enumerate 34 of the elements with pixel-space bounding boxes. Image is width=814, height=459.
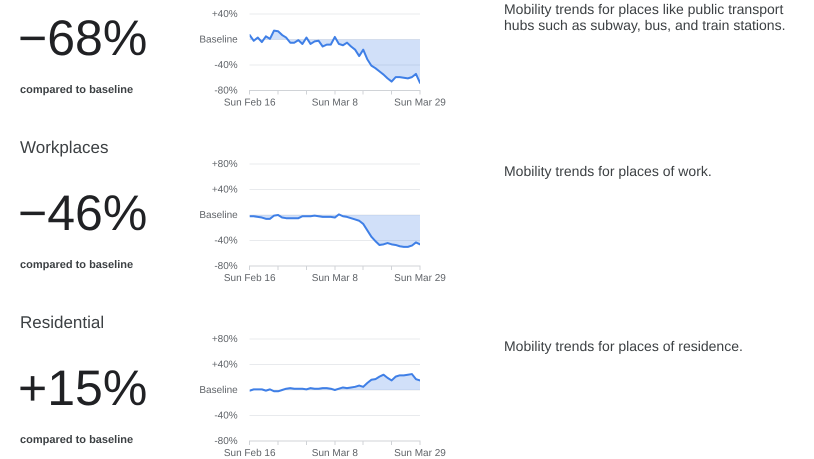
y-tick-label: -40% xyxy=(214,60,238,71)
y-tick-label: +40% xyxy=(212,358,238,370)
y-tick-label: +80% xyxy=(212,158,238,170)
y-tick-label: Baseline xyxy=(199,384,238,396)
x-tick-label: Sun Feb 16 xyxy=(224,272,276,284)
text: compared to baseline xyxy=(20,432,134,446)
y-tick-label: -40% xyxy=(214,234,238,246)
text: compared to baseline xyxy=(20,82,134,96)
x-tick-label: Sun Mar 29 xyxy=(394,97,446,108)
text: Mobility trends for places like public transport hubs such as subway, bus, and train stations. xyxy=(504,1,786,33)
text: Residential xyxy=(20,313,104,333)
x-tick-label: Sun Mar 29 xyxy=(394,272,446,284)
y-tick-label: Baseline xyxy=(199,209,238,220)
y-tick-label: -80% xyxy=(214,85,238,96)
text: −68% xyxy=(18,10,148,66)
y-tick-label: +80% xyxy=(212,333,238,344)
text: compared to baseline xyxy=(20,258,134,272)
text: Mobility trends for places of residence. xyxy=(504,338,744,354)
x-tick-label: Sun Mar 8 xyxy=(312,97,358,108)
y-tick-label: -80% xyxy=(214,260,238,272)
text: Mobility trends for places of work. xyxy=(504,163,713,179)
y-tick-label: -40% xyxy=(214,410,238,421)
y-tick-label: -80% xyxy=(214,435,238,446)
x-tick-label: Sun Mar 8 xyxy=(312,272,358,284)
x-tick-label: Sun Mar 29 xyxy=(394,447,446,458)
y-tick-label: Baseline xyxy=(199,34,238,46)
x-tick-label: Sun Feb 16 xyxy=(224,97,276,108)
text: −46% xyxy=(18,184,148,240)
y-tick-label: +40% xyxy=(212,184,238,195)
text: +15% xyxy=(18,360,148,416)
text: Workplaces xyxy=(20,138,108,158)
x-tick-label: Sun Feb 16 xyxy=(224,447,276,458)
x-tick-label: Sun Mar 8 xyxy=(312,447,358,458)
y-tick-label: +40% xyxy=(212,8,238,20)
